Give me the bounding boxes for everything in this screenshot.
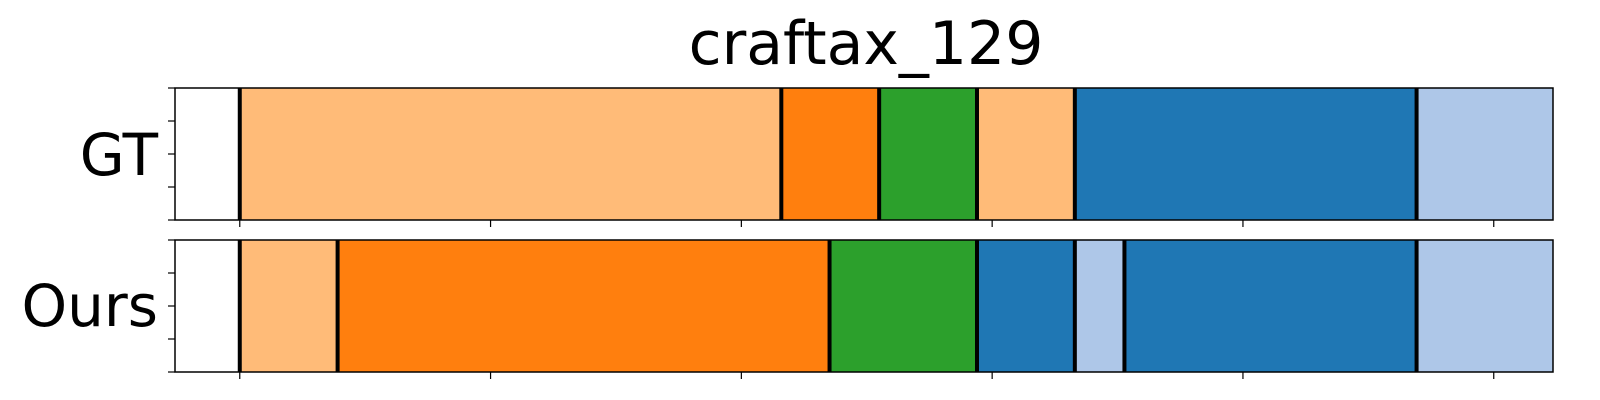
segment-6 (1416, 88, 1553, 220)
segment-2 (781, 88, 880, 220)
segment-3 (879, 88, 977, 220)
segment-2 (337, 240, 830, 372)
segment-7 (1416, 240, 1553, 372)
row-ours: Ours (22, 239, 1554, 379)
segment-1 (239, 88, 782, 220)
row-gt: GT (80, 87, 1554, 227)
chart-title: craftax_129 (689, 9, 1044, 79)
segment-6 (1124, 240, 1417, 372)
row-label-ours: Ours (22, 272, 158, 340)
segment-3 (829, 240, 977, 372)
segment-1 (239, 240, 338, 372)
segment-4 (976, 88, 1075, 220)
segment-4 (976, 240, 1075, 372)
segment-5 (1074, 88, 1417, 220)
row-label-gt: GT (80, 121, 159, 189)
segment-5 (1074, 240, 1125, 372)
